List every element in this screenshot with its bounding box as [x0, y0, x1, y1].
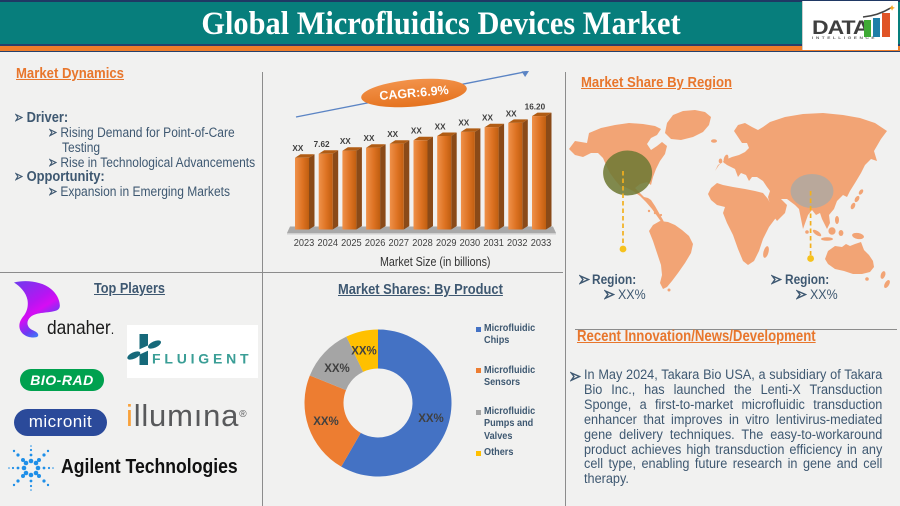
- svg-text:XX%: XX%: [324, 363, 350, 375]
- svg-text:2025: 2025: [341, 237, 362, 249]
- svg-text:CAGR:6.9%: CAGR:6.9%: [379, 83, 449, 103]
- svg-text:XX: XX: [458, 118, 469, 127]
- svg-text:16.20: 16.20: [525, 103, 546, 112]
- svg-text:2029: 2029: [436, 237, 457, 249]
- svg-text:XX%: XX%: [313, 416, 339, 428]
- svg-text:2026: 2026: [365, 237, 386, 249]
- svg-text:2032: 2032: [507, 237, 528, 249]
- svg-text:XX: XX: [387, 130, 398, 139]
- svg-text:2024: 2024: [317, 237, 338, 249]
- svg-text:2028: 2028: [412, 237, 433, 249]
- svg-text:2030: 2030: [460, 237, 481, 249]
- svg-text:XX: XX: [292, 144, 303, 153]
- svg-text:XX: XX: [340, 137, 351, 146]
- svg-text:FLUIGENT: FLUIGENT: [152, 351, 252, 367]
- svg-text:XX%: XX%: [351, 346, 377, 358]
- svg-text:XX: XX: [364, 134, 375, 143]
- svg-text:XX: XX: [506, 109, 517, 118]
- svg-text:2033: 2033: [531, 237, 552, 249]
- svg-text:XX: XX: [482, 114, 493, 123]
- svg-text:XX%: XX%: [418, 413, 444, 425]
- svg-text:2031: 2031: [483, 237, 504, 249]
- svg-text:2023: 2023: [294, 237, 315, 249]
- svg-text:2027: 2027: [389, 237, 410, 249]
- svg-text:XX: XX: [435, 122, 446, 131]
- svg-text:XX: XX: [411, 127, 422, 136]
- svg-text:7.62: 7.62: [314, 140, 330, 149]
